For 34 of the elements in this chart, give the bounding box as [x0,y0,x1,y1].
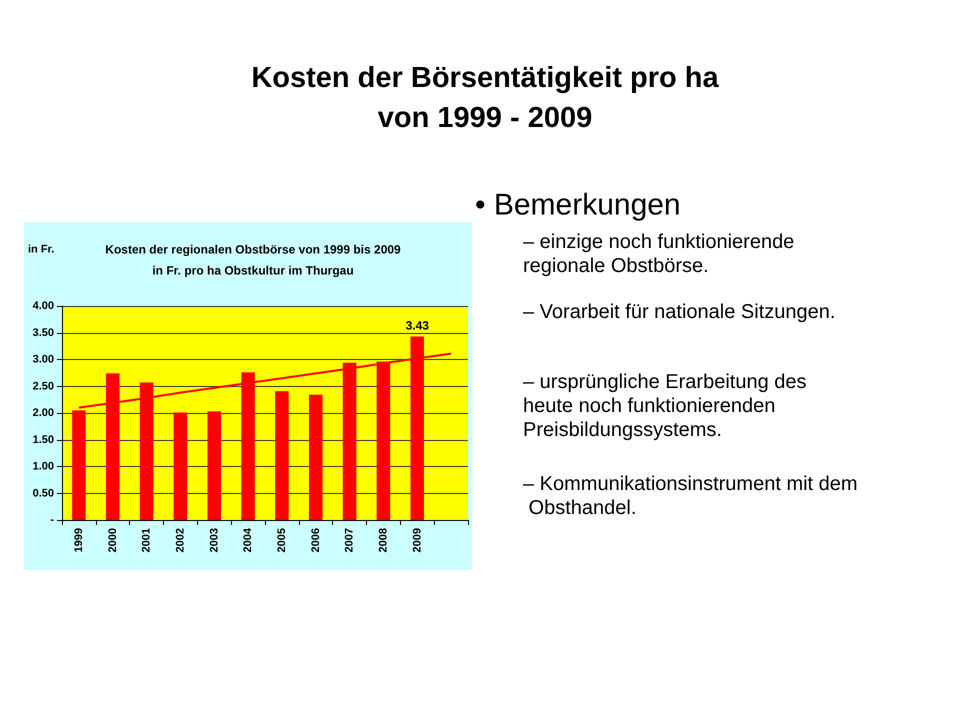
x-tick-label: 2001 [140,528,153,552]
x-tick-label: 2000 [106,528,119,552]
y-axis-title: in Fr. [28,244,54,256]
text: • Bemerkungen [475,188,681,222]
x-tick-label: 2006 [310,528,322,552]
x-tick-label: 2007 [344,528,356,552]
bar [275,391,289,520]
bar [174,412,188,520]
x-tick-label: 2004 [242,527,254,552]
x-tick-label: 2008 [377,528,390,552]
bar [207,411,222,520]
y-tick-label: 4.00 [32,300,54,312]
bar [72,410,86,520]
y-tick-label: 3.00 [32,354,54,366]
x-tick-label: 2003 [208,528,220,552]
y-tick-label: 1.50 [32,434,54,446]
chart-title: Kosten der Börsentätigkeit pro ha von 1999 - 2009 [251,62,720,134]
bar [308,394,323,520]
chart-subtitle: Kosten der regionalen Obstbörse von 1999 bis 2009 in Fr. pro ha Obstkultur im Thurgau [105,242,402,278]
y-tick-label: 2.50 [32,380,54,392]
text: – Kommunikationsinstrument mit dem Obsthandel. [523,473,858,519]
y-tick-label: 1.00 [32,460,54,472]
x-tick-label: 2009 [411,528,424,552]
x-tick-label: 2005 [276,528,288,552]
x-tick-label: 1999 [72,528,85,552]
text: – einzige noch funktionierende regionale Obstbörse. [523,231,800,277]
y-tick-label: - [50,514,54,526]
text: – Vorarbeit für nationale Sitzungen. [523,301,836,323]
text: – ursprüngliche Erarbeitung des heute noch funktionierenden Preisbildungssystems. [523,371,812,441]
y-tick-label: 3.50 [32,326,54,339]
y-tick-label: 2.00 [32,407,54,419]
y-tick-label: 0.50 [32,487,54,500]
x-tick-label: 2002 [174,528,186,552]
data-label: 3.43 [406,318,430,332]
